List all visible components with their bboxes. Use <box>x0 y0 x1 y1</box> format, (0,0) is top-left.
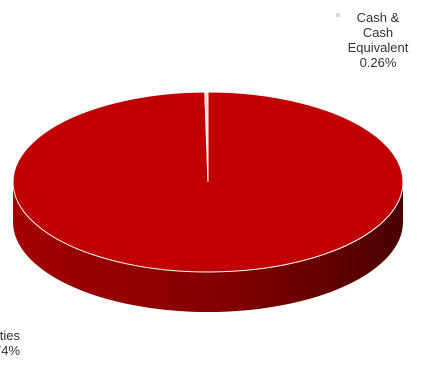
data-label-0-line-0: Equities <box>0 328 20 343</box>
data-label-1-line-1: Cash <box>363 25 393 40</box>
data-label-1-line-0: Cash & <box>357 10 400 25</box>
pie-layer <box>12 91 404 312</box>
data-label-1: Cash & Cash Equivalent 0.26% <box>348 10 409 70</box>
data-label-0-line-1: 99.74% <box>0 343 20 358</box>
pie-slice-1 <box>204 91 209 183</box>
data-label-1-line-3: 0.26% <box>360 55 397 70</box>
data-label-1-marker <box>336 13 340 17</box>
data-label-0: Equities99.74% <box>0 328 20 358</box>
data-label-1-line-2: Equivalent <box>348 40 409 55</box>
pie-side-wall <box>13 182 403 312</box>
